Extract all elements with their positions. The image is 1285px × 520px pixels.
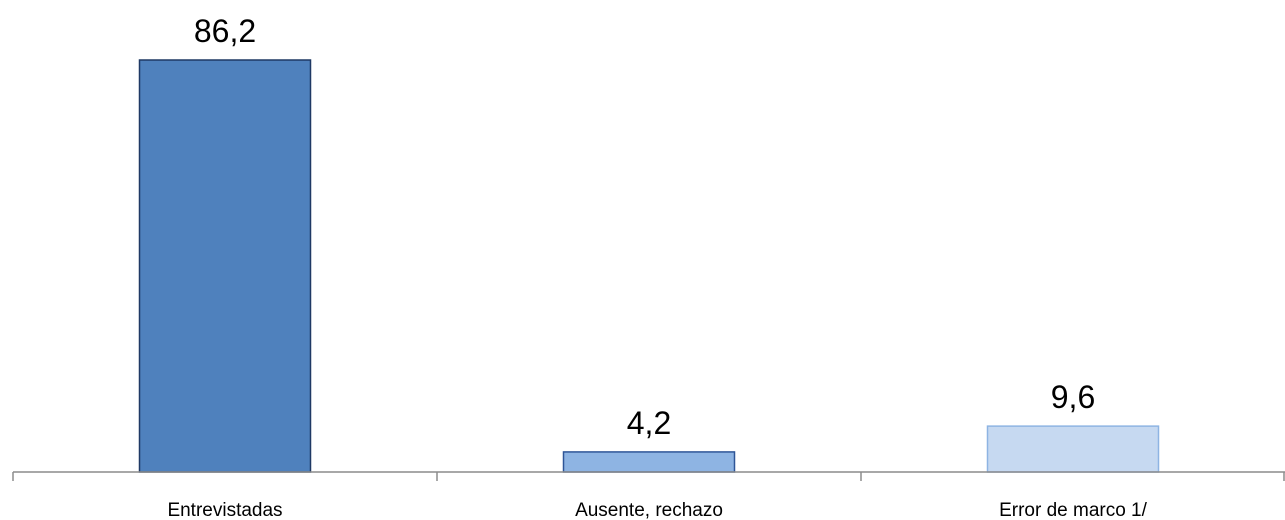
x-tick-label: Ausente, rechazo — [575, 500, 723, 520]
bar-error-de-marco-1 — [986, 425, 1160, 473]
x-tick-label: Entrevistadas — [167, 500, 282, 520]
data-label: 4,2 — [627, 405, 671, 441]
data-label: 86,2 — [194, 13, 256, 49]
bars-group — [138, 59, 1160, 473]
data-labels-group: 86,2 4,2 9,6 — [194, 13, 1095, 441]
x-axis-tick-labels: Entrevistadas Ausente, rechazo Error de ma… — [167, 500, 1147, 520]
x-tick-label: Error de marco 1/ — [999, 500, 1148, 520]
bar-entrevistadas — [138, 59, 312, 473]
x-axis-ticks — [12, 472, 1285, 481]
bar-ausente-rechazo — [562, 451, 736, 473]
data-label: 9,6 — [1051, 379, 1095, 415]
